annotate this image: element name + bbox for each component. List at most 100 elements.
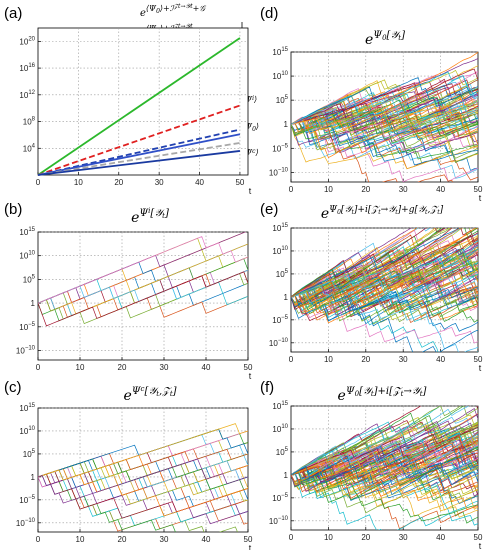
x-tick-label: 0 bbox=[36, 178, 41, 187]
y-tick-label: 1010 bbox=[19, 426, 35, 436]
trajectory-line bbox=[291, 260, 478, 298]
trajectory-line bbox=[291, 121, 478, 160]
x-axis-label: t bbox=[479, 363, 482, 373]
trajectory-line bbox=[291, 108, 478, 147]
panel-b: 0 10 20 30 40 50 1015 1010 105 1 10−5 10−10 t bbox=[16, 227, 253, 381]
trajectory-line bbox=[291, 228, 477, 307]
title-e: eΨ0[𝒴t]+i[𝒵t→𝒴t]+g[𝒴t,𝒵t] bbox=[321, 205, 444, 222]
x-tick-label: 30 bbox=[160, 363, 169, 372]
trajectories bbox=[291, 52, 478, 182]
trajectory-line bbox=[291, 421, 478, 476]
trajectory-line bbox=[291, 116, 453, 182]
trajectory-line bbox=[291, 246, 478, 298]
y-tick-label: 105 bbox=[23, 274, 36, 284]
trajectory-line bbox=[291, 273, 478, 304]
series-line-1 bbox=[37, 37, 241, 176]
x-tick-label: 0 bbox=[36, 363, 41, 372]
y-tick-label: 104 bbox=[23, 143, 36, 153]
y-tick-label: 1 bbox=[31, 299, 36, 308]
trajectory-line bbox=[291, 112, 478, 139]
trajectory-line bbox=[291, 455, 478, 496]
x-tick-label: 10 bbox=[324, 355, 333, 364]
title-b: eΨi[𝒴t] bbox=[131, 207, 169, 226]
x-tick-label: 10 bbox=[76, 535, 85, 544]
panel-label-f: (f) bbox=[260, 379, 274, 396]
y-tick-label: 1015 bbox=[272, 401, 288, 411]
x-tick-label: 40 bbox=[195, 178, 204, 187]
panel-label-a: (a) bbox=[4, 5, 22, 22]
x-axis-label: t bbox=[249, 543, 252, 550]
x-tick-label: 20 bbox=[361, 355, 370, 364]
trajectory-line bbox=[291, 69, 478, 125]
x-tick-label: 30 bbox=[160, 535, 169, 544]
x-tick-label: 50 bbox=[474, 533, 483, 542]
trajectory-line bbox=[291, 122, 478, 159]
trajectories bbox=[291, 228, 478, 352]
y-tick-label: 1 bbox=[31, 473, 36, 482]
trajectory-line bbox=[291, 263, 478, 298]
trajectory-line bbox=[291, 228, 460, 298]
y-tick-label: 10−10 bbox=[269, 516, 289, 526]
trajectory-line bbox=[291, 87, 478, 125]
title-c: eΨc[𝒴t,𝒵t] bbox=[123, 385, 176, 404]
y-tick-label: 1010 bbox=[272, 424, 288, 434]
trajectory-line bbox=[291, 252, 478, 308]
y-tick-label: 10−10 bbox=[16, 346, 36, 356]
y-tick-label: 1020 bbox=[19, 36, 35, 46]
x-tick-label: 10 bbox=[76, 363, 85, 372]
trajectories bbox=[38, 423, 248, 532]
y-tick-label: 1010 bbox=[272, 246, 288, 256]
trajectory-line bbox=[38, 423, 248, 481]
trajectory-line bbox=[291, 468, 478, 517]
y-tick-label: 10−5 bbox=[272, 315, 288, 325]
ann-a-upper: e⟨Ψ0⟩+ℐ𝒵t→𝒴t+𝒢 bbox=[140, 3, 206, 19]
panel-e: 0 10 20 30 40 50 1015 1010 105 1 10−5 10−10 t bbox=[269, 223, 483, 373]
title-f: eΨ0[𝒴t]+i[𝒵t→𝒴t] bbox=[338, 386, 427, 404]
y-tick-label: 10−5 bbox=[19, 495, 35, 505]
panel-d: 0 10 20 30 40 50 1015 1010 105 1 10−5 10−10 t bbox=[269, 47, 483, 203]
panel-label-e: (e) bbox=[260, 201, 278, 218]
y-tick-label: 105 bbox=[276, 269, 289, 279]
trajectory-line bbox=[291, 440, 478, 485]
x-tick-label: 50 bbox=[244, 363, 253, 372]
x-tick-label: 40 bbox=[202, 363, 211, 372]
x-tick-label: 40 bbox=[436, 533, 445, 542]
trajectory-line bbox=[291, 228, 436, 307]
x-tick-label: 50 bbox=[474, 355, 483, 364]
trajectory-line bbox=[291, 122, 478, 181]
x-tick-label: 20 bbox=[114, 178, 123, 187]
y-tick-label: 1 bbox=[284, 471, 289, 480]
trajectories bbox=[291, 406, 478, 530]
trajectory-line bbox=[291, 105, 478, 134]
series-line-4 bbox=[37, 133, 241, 176]
trajectory-line bbox=[291, 426, 478, 476]
trajectory-line bbox=[291, 446, 478, 496]
x-tick-label: 20 bbox=[118, 363, 127, 372]
x-tick-label: 40 bbox=[436, 355, 445, 364]
x-tick-label: 0 bbox=[289, 533, 294, 542]
y-tick-label: 10−5 bbox=[19, 322, 35, 332]
trajectory-line bbox=[291, 124, 478, 171]
x-tick-label: 50 bbox=[474, 185, 483, 194]
panel-f: 0 10 20 30 40 50 1015 1010 105 1 10−5 10−10 t bbox=[269, 401, 483, 550]
trajectory-line bbox=[291, 474, 478, 511]
trajectory-line bbox=[291, 471, 478, 522]
x-tick-label: 50 bbox=[244, 535, 253, 544]
trajectory-line bbox=[291, 244, 478, 298]
x-tick-label: 10 bbox=[74, 178, 83, 187]
trajectory-line bbox=[291, 103, 478, 135]
y-tick-label: 1015 bbox=[272, 47, 288, 57]
y-tick-label: 1015 bbox=[272, 223, 288, 233]
trajectory-line bbox=[291, 288, 478, 325]
trajectory-line bbox=[291, 417, 478, 476]
trajectory-line bbox=[291, 464, 478, 510]
y-tick-label: 10−5 bbox=[272, 493, 288, 503]
x-tick-label: 10 bbox=[324, 185, 333, 194]
y-tick-label: 1 bbox=[284, 293, 289, 302]
trajectory-line bbox=[291, 109, 478, 145]
x-axis-label: t bbox=[479, 193, 482, 203]
title-d: eΨ0[𝒴t] bbox=[365, 30, 405, 48]
trajectory-line bbox=[291, 446, 478, 503]
trajectory-line bbox=[291, 124, 478, 179]
